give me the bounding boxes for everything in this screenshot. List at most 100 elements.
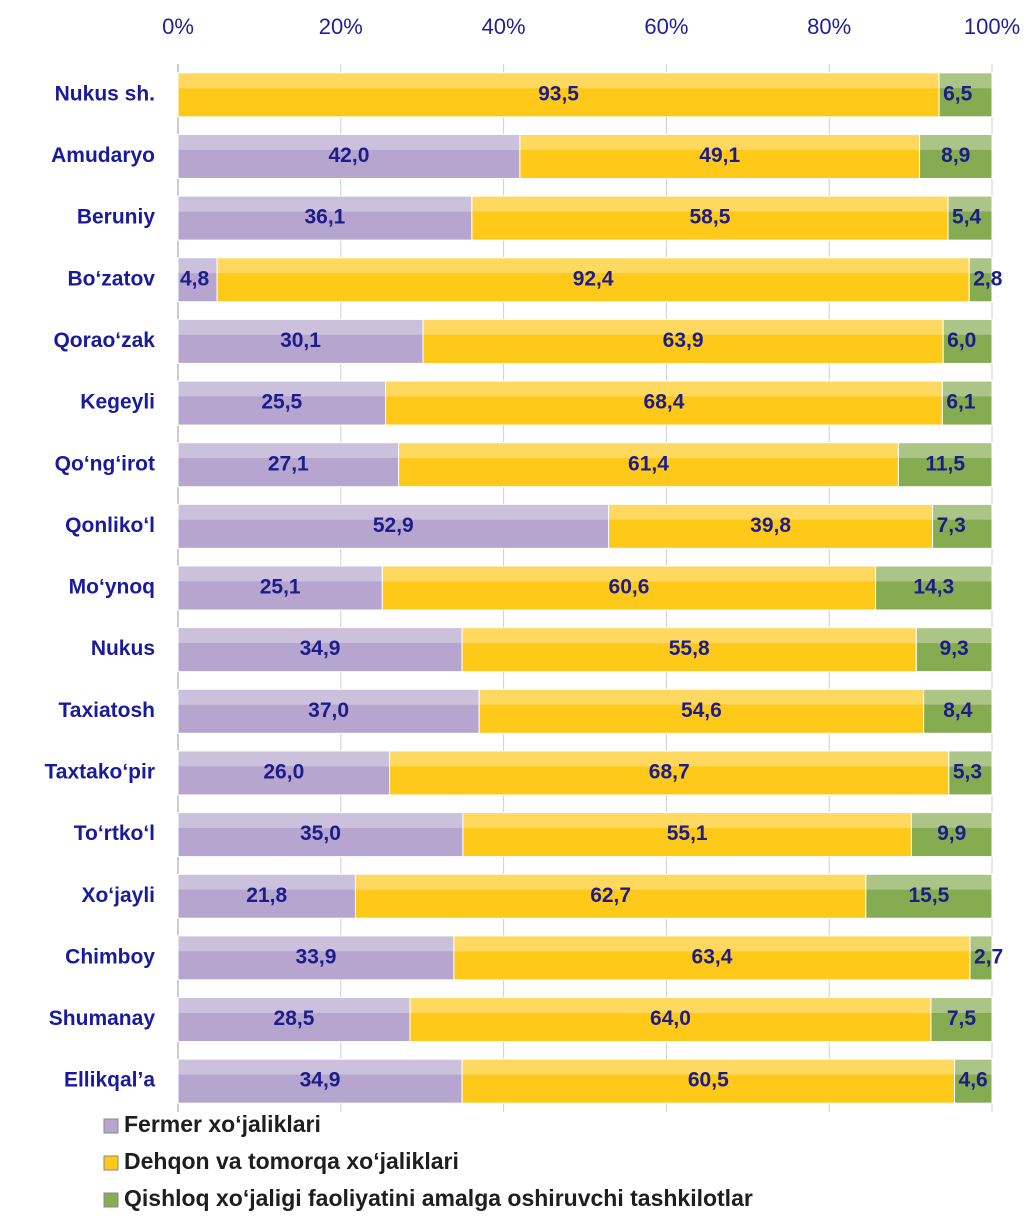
bar-highlight xyxy=(898,442,992,459)
category-label: Ellikqal’a xyxy=(64,1069,155,1092)
data-label: 26,0 xyxy=(263,760,304,783)
data-label: 27,1 xyxy=(268,452,309,475)
bar-highlight xyxy=(398,442,899,459)
data-label: 8,4 xyxy=(943,699,973,722)
bar-segment xyxy=(608,503,934,549)
bar-highlight xyxy=(919,134,992,150)
bar-segment xyxy=(954,1058,993,1104)
data-label: 2,8 xyxy=(973,267,1003,290)
bar-segment xyxy=(910,812,993,858)
bar-segment xyxy=(177,627,463,673)
data-label: 68,4 xyxy=(644,391,685,414)
bar-segment xyxy=(897,442,993,488)
bar-highlight xyxy=(479,689,924,705)
bar-segment xyxy=(968,257,993,303)
category-label: Chimboy xyxy=(65,945,155,968)
bar-highlight xyxy=(932,504,992,520)
bar-highlight xyxy=(608,504,933,520)
data-label: 61,4 xyxy=(628,452,669,475)
bar-highlight xyxy=(178,750,390,767)
data-label: 62,7 xyxy=(590,884,631,907)
category-label: Xo‘jayli xyxy=(81,884,155,907)
bar-segment xyxy=(177,688,480,734)
bar-segment xyxy=(930,997,993,1043)
data-label: 39,8 xyxy=(750,514,791,537)
bar-highlight xyxy=(954,1059,992,1075)
data-label: 92,4 xyxy=(573,267,614,290)
bar-highlight xyxy=(355,874,866,890)
bar-segment xyxy=(461,1058,956,1104)
category-label: Bo‘zatov xyxy=(67,267,155,290)
bar-segment xyxy=(947,195,993,241)
legend-swatch xyxy=(103,1155,119,1171)
data-label: 49,1 xyxy=(699,144,740,167)
data-label: 37,0 xyxy=(308,699,349,722)
data-label: 11,5 xyxy=(925,452,965,475)
x-tick-label: 20% xyxy=(319,14,363,39)
category-label: Shumanay xyxy=(49,1007,156,1030)
data-label: 25,1 xyxy=(260,576,301,599)
bar-highlight xyxy=(948,750,992,767)
bar-segment xyxy=(422,318,944,364)
bar-segment xyxy=(177,565,383,611)
category-label: Nukus sh. xyxy=(55,82,155,105)
bar-segment xyxy=(177,195,473,241)
x-tick-label: 0% xyxy=(162,14,194,39)
bar-segment xyxy=(941,380,993,426)
bar-highlight xyxy=(178,134,520,150)
data-label: 28,5 xyxy=(274,1007,315,1030)
bar-highlight xyxy=(948,196,992,212)
bar-segment xyxy=(177,1058,463,1104)
bar-segment xyxy=(865,873,993,919)
bar-highlight xyxy=(382,566,876,582)
bar-highlight xyxy=(923,689,992,705)
bar-segment xyxy=(923,688,993,734)
bar-highlight xyxy=(462,627,917,644)
bar-segment xyxy=(177,812,464,858)
category-label: To‘rtko‘l xyxy=(74,822,155,845)
bar-segment xyxy=(919,133,993,179)
data-label: 9,9 xyxy=(937,822,966,845)
bar-segment xyxy=(216,257,970,303)
bar-segment xyxy=(177,442,400,488)
data-label: 63,9 xyxy=(663,329,704,352)
bar-highlight xyxy=(178,504,609,520)
data-label: 60,6 xyxy=(609,576,650,599)
data-label: 25,5 xyxy=(261,391,302,414)
data-label: 5,3 xyxy=(953,760,982,783)
bar-highlight xyxy=(462,1059,955,1075)
bar-highlight xyxy=(916,627,992,644)
bar-highlight xyxy=(178,627,463,644)
legend-swatch xyxy=(103,1118,119,1134)
bar-segment xyxy=(915,627,993,673)
bar-highlight xyxy=(178,812,463,828)
bar-highlight xyxy=(178,689,480,705)
bar-segment xyxy=(389,750,950,796)
category-label: Mo‘ynoq xyxy=(69,576,155,599)
bar-segment xyxy=(177,750,391,796)
category-label: Kegeyli xyxy=(80,391,155,414)
bar-highlight xyxy=(385,381,943,397)
bar-segment xyxy=(354,873,867,919)
data-label: 93,5 xyxy=(538,82,579,105)
bar-highlight xyxy=(519,134,920,150)
data-label: 7,5 xyxy=(947,1007,977,1030)
data-label: 36,1 xyxy=(304,206,345,229)
bar-highlight xyxy=(178,874,356,890)
data-label: 7,3 xyxy=(937,514,966,537)
bar-highlight xyxy=(178,319,424,335)
data-label: 35,0 xyxy=(300,822,341,845)
data-label: 2,7 xyxy=(974,945,1003,968)
category-label: Nukus xyxy=(91,637,155,660)
x-tick-label: 40% xyxy=(482,14,526,39)
bar-segment xyxy=(471,195,949,241)
data-label: 54,6 xyxy=(681,699,722,722)
data-label: 42,0 xyxy=(329,144,370,167)
bar-segment xyxy=(398,442,899,488)
category-label: Qonliko‘l xyxy=(65,514,155,537)
category-label: Beruniy xyxy=(77,206,156,229)
data-label: 9,3 xyxy=(940,637,969,660)
bar-highlight xyxy=(453,935,971,952)
data-label: 68,7 xyxy=(649,760,690,783)
